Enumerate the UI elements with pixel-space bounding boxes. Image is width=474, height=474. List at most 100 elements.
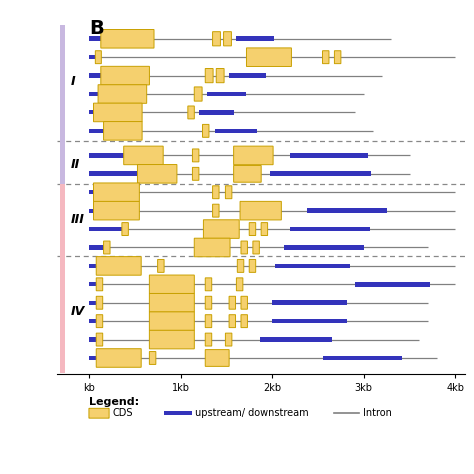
FancyBboxPatch shape [203,220,239,238]
FancyBboxPatch shape [93,103,142,122]
FancyBboxPatch shape [224,32,231,46]
Bar [272,319,347,323]
FancyBboxPatch shape [205,278,212,291]
Bar [89,282,96,286]
FancyBboxPatch shape [95,51,101,64]
Bar [275,264,350,268]
FancyBboxPatch shape [124,146,163,164]
Bar [89,128,104,133]
FancyBboxPatch shape [101,29,154,48]
Text: upstream/ downstream: upstream/ downstream [195,408,309,418]
Bar [307,209,387,213]
FancyBboxPatch shape [96,278,103,291]
FancyBboxPatch shape [226,333,232,346]
Bar [199,110,234,115]
FancyBboxPatch shape [212,204,219,217]
Bar [236,36,274,41]
Text: CDS: CDS [113,408,133,418]
FancyBboxPatch shape [240,201,282,220]
FancyBboxPatch shape [158,259,164,273]
Bar [89,301,96,305]
Bar [89,319,96,323]
Bar [89,245,104,250]
Bar [89,172,137,176]
Bar [89,73,101,78]
FancyBboxPatch shape [335,51,341,64]
FancyBboxPatch shape [234,146,273,164]
FancyBboxPatch shape [89,408,109,418]
FancyBboxPatch shape [192,167,199,180]
FancyBboxPatch shape [149,275,194,293]
Text: Intron: Intron [363,408,392,418]
FancyBboxPatch shape [122,223,128,236]
Bar [207,91,246,96]
FancyBboxPatch shape [104,241,110,254]
Text: IV: IV [71,305,85,319]
FancyBboxPatch shape [322,51,329,64]
FancyBboxPatch shape [261,223,268,236]
FancyBboxPatch shape [205,315,212,328]
FancyBboxPatch shape [93,201,139,220]
Bar [89,36,101,41]
FancyBboxPatch shape [226,186,232,199]
Bar [89,91,98,96]
FancyBboxPatch shape [216,69,224,82]
Text: I: I [71,75,75,88]
Bar [89,264,96,268]
Bar [270,172,371,176]
FancyBboxPatch shape [101,66,149,85]
FancyBboxPatch shape [249,223,255,236]
Bar [284,245,364,250]
Text: III: III [71,213,84,227]
Bar [272,301,347,305]
FancyBboxPatch shape [212,186,219,199]
Bar [89,227,122,231]
Bar [291,227,370,231]
FancyBboxPatch shape [137,164,177,183]
Text: Legend:: Legend: [89,397,139,407]
FancyBboxPatch shape [241,241,247,254]
FancyBboxPatch shape [188,106,194,119]
FancyBboxPatch shape [96,296,103,309]
Bar [89,337,96,342]
FancyBboxPatch shape [253,241,259,254]
FancyBboxPatch shape [241,296,247,309]
FancyBboxPatch shape [194,238,230,257]
FancyBboxPatch shape [98,85,146,103]
Bar [60,25,64,141]
FancyBboxPatch shape [234,165,261,182]
FancyBboxPatch shape [229,315,236,328]
FancyBboxPatch shape [237,278,243,291]
Bar [89,190,93,194]
FancyBboxPatch shape [149,293,194,312]
FancyBboxPatch shape [205,333,212,346]
FancyBboxPatch shape [246,48,292,66]
FancyBboxPatch shape [205,350,229,366]
FancyBboxPatch shape [205,296,212,309]
FancyBboxPatch shape [237,259,244,273]
FancyBboxPatch shape [149,330,194,349]
FancyBboxPatch shape [96,349,141,367]
Bar [229,73,266,78]
FancyBboxPatch shape [192,149,199,162]
FancyBboxPatch shape [103,121,142,140]
FancyBboxPatch shape [229,296,236,309]
FancyBboxPatch shape [202,124,209,137]
FancyBboxPatch shape [194,87,202,101]
Bar [60,183,64,256]
FancyBboxPatch shape [96,256,141,275]
Bar [60,256,64,373]
FancyBboxPatch shape [249,259,255,273]
Bar [215,128,256,133]
FancyBboxPatch shape [212,32,220,46]
Bar [291,153,368,158]
Bar [89,153,124,158]
Text: B: B [90,19,104,38]
FancyBboxPatch shape [149,312,194,330]
Text: II: II [71,158,80,171]
FancyBboxPatch shape [241,315,247,328]
Bar [89,209,93,213]
FancyBboxPatch shape [149,352,156,365]
FancyBboxPatch shape [96,333,103,346]
FancyBboxPatch shape [93,183,139,201]
